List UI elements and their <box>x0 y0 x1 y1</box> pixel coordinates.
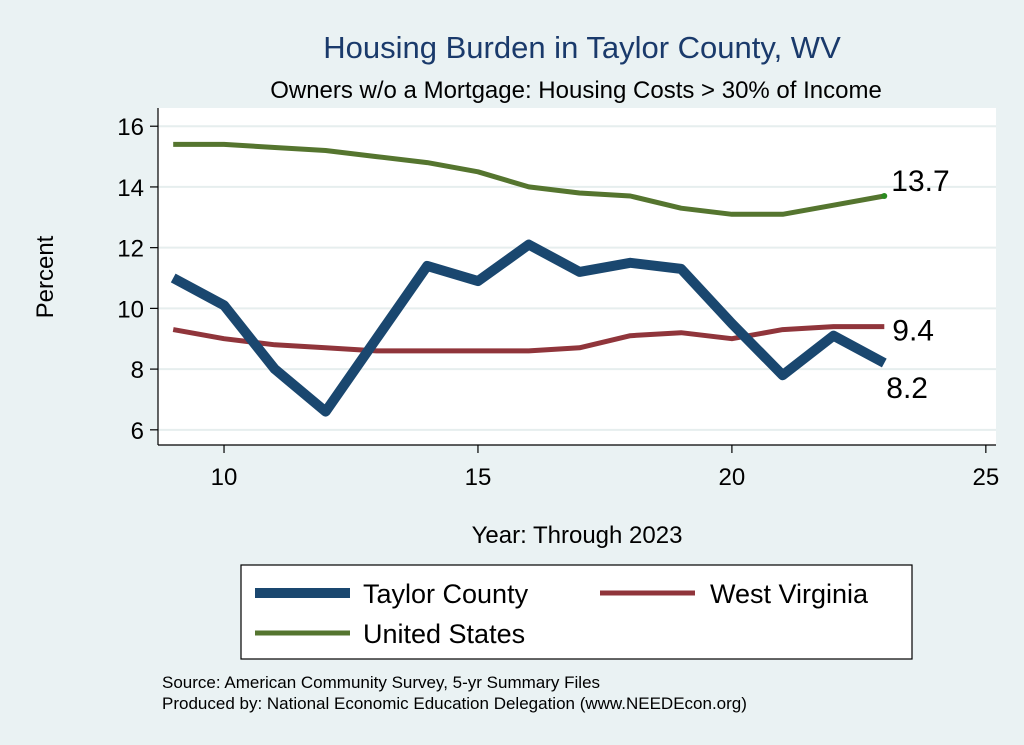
y-axis: 6 8 10 12 14 16 <box>117 108 159 445</box>
x-tick-label: 15 <box>465 464 492 491</box>
x-tick-label: 25 <box>972 464 999 491</box>
gridlines <box>158 125 996 431</box>
end-marker-united-states <box>881 193 888 200</box>
legend-label-taylor-county: Taylor County <box>363 579 529 609</box>
chart-title: Housing Burden in Taylor County, WV <box>323 30 841 65</box>
y-tick-label: 10 <box>117 296 144 323</box>
end-label-united-states: 13.7 <box>891 165 949 198</box>
series-line-united-states <box>173 141 885 217</box>
x-tick-label: 20 <box>719 464 746 491</box>
legend-label-united-states: United States <box>363 619 525 649</box>
series-lines <box>170 141 888 417</box>
end-label-taylor-county: 8.2 <box>886 372 928 405</box>
x-axis: 10 15 20 25 <box>158 444 999 491</box>
y-tick-label: 14 <box>117 175 144 202</box>
end-label-west-virginia: 9.4 <box>892 315 934 348</box>
chart-subtitle: Owners w/o a Mortgage: Housing Costs > 3… <box>270 77 882 104</box>
y-tick-label: 8 <box>131 357 144 384</box>
x-tick-label: 10 <box>211 464 238 491</box>
legend-label-west-virginia: West Virginia <box>710 579 869 609</box>
producer-note: Produced by: National Economic Education… <box>162 694 747 713</box>
end-labels: 8.2 9.4 13.7 <box>886 165 949 405</box>
series-line-west-virginia <box>172 324 885 354</box>
y-axis-label: Percent <box>32 235 59 318</box>
legend-box <box>240 564 913 660</box>
legend: Taylor County West Virginia United State… <box>240 564 913 660</box>
source-note: Source: American Community Survey, 5-yr … <box>162 673 600 692</box>
series-line-taylor-county <box>170 239 887 417</box>
x-axis-label: Year: Through 2023 <box>472 522 683 549</box>
plot-area <box>158 108 996 445</box>
y-tick-label: 16 <box>117 114 144 141</box>
y-tick-label: 12 <box>117 236 144 263</box>
y-tick-label: 6 <box>131 418 144 445</box>
